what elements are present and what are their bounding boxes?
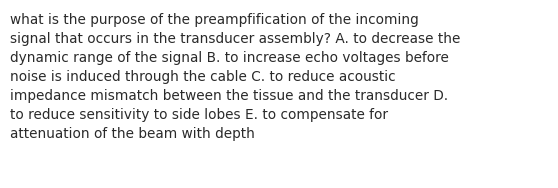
- Text: what is the purpose of the preampfification of the incoming
signal that occurs i: what is the purpose of the preampfificat…: [10, 13, 460, 141]
